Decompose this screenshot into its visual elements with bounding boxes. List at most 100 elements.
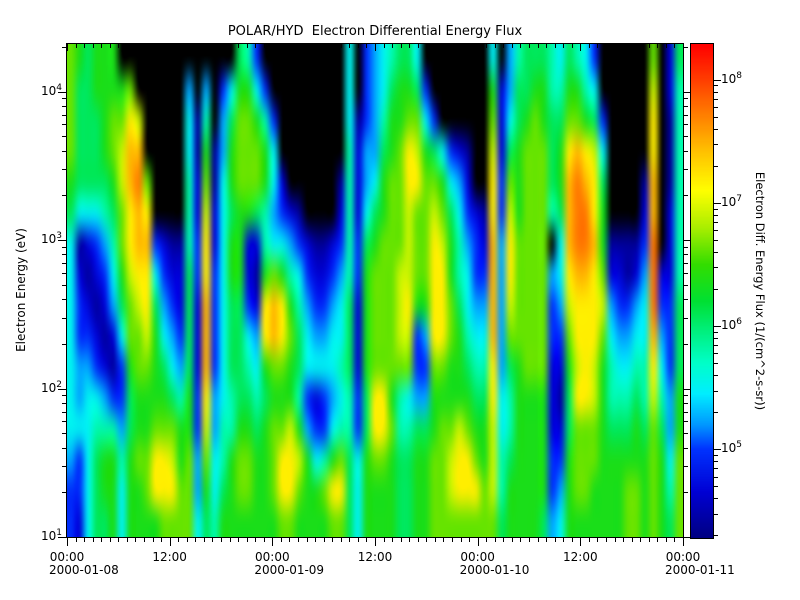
y-axis-tick <box>62 492 66 493</box>
y-axis-right-tick <box>684 247 688 248</box>
x-axis-tick <box>657 538 658 542</box>
x-axis-tick <box>375 538 376 546</box>
x-axis-top-tick <box>366 44 367 48</box>
y-axis-right-tick <box>684 151 688 152</box>
x-axis-top-tick <box>153 44 154 48</box>
colorbar-tick <box>714 267 718 268</box>
x-axis-tick <box>615 538 616 542</box>
y-axis-tick <box>62 299 66 300</box>
y-axis-right-tick <box>684 318 688 319</box>
x-axis-tick-label: 00:00 <box>460 550 495 564</box>
x-axis-top-tick <box>674 44 675 48</box>
x-axis-top-tick <box>418 44 419 48</box>
y-axis-right-tick <box>684 136 688 137</box>
x-axis-date-label: 2000-01-09 <box>254 563 325 577</box>
x-axis-top-tick <box>341 44 342 48</box>
plot-area <box>66 43 684 538</box>
x-axis-top-tick <box>272 44 273 51</box>
x-axis-top-tick <box>452 44 453 48</box>
colorbar-tick <box>714 107 718 108</box>
x-axis-top-tick <box>666 44 667 48</box>
x-axis-tick <box>589 538 590 542</box>
x-axis-top-tick <box>657 44 658 48</box>
y-axis-right-tick <box>684 47 688 48</box>
y-axis-tick <box>62 124 66 125</box>
y-axis-tick <box>62 151 66 152</box>
x-axis-tick <box>495 538 496 542</box>
colorbar-label: Electron Diff. Energy Flux (1/(cm^2-s-sr… <box>753 171 767 411</box>
x-axis-top-tick <box>221 44 222 48</box>
x-axis-top-tick <box>315 44 316 48</box>
y-axis-tick <box>58 240 66 241</box>
x-axis-top-tick <box>649 44 650 48</box>
x-axis-tick <box>546 538 547 542</box>
x-axis-top-tick <box>478 44 479 51</box>
y-axis-tick <box>62 448 66 449</box>
x-axis-top-tick <box>195 44 196 48</box>
x-axis-tick <box>272 538 273 546</box>
x-axis-tick-label: 00:00 <box>49 550 85 564</box>
x-axis-tick <box>195 538 196 542</box>
x-axis-top-tick <box>204 44 205 48</box>
y-axis-right-tick <box>684 344 688 345</box>
y-axis-tick <box>62 421 66 422</box>
y-axis-right-tick <box>684 124 688 125</box>
y-axis-right-tick <box>684 92 691 93</box>
y-axis-right-tick <box>684 263 688 264</box>
x-axis-date-label: 2000-01-10 <box>459 563 530 577</box>
y-axis-right-tick <box>684 466 688 467</box>
y-axis-right-tick <box>684 299 688 300</box>
y-axis-tick-label: 103 <box>40 231 62 246</box>
y-axis-tick-label: 104 <box>40 82 62 98</box>
x-axis-top-tick <box>289 44 290 48</box>
x-axis-tick <box>281 538 282 542</box>
colorbar-tick <box>714 391 718 392</box>
y-axis-right-tick <box>684 98 688 99</box>
x-axis-top-tick <box>135 44 136 48</box>
colorbar-tick <box>714 535 718 536</box>
colorbar-tick <box>714 461 718 462</box>
y-axis-tick <box>62 412 66 413</box>
x-axis-top-tick <box>332 44 333 48</box>
y-axis-right-tick <box>684 412 688 413</box>
colorbar-tick <box>714 230 718 231</box>
x-axis-top-tick <box>84 44 85 48</box>
colorbar-tick <box>714 144 718 145</box>
x-axis-tick <box>84 538 85 542</box>
y-axis-tick <box>58 92 66 93</box>
x-axis-top-tick <box>529 44 530 48</box>
x-axis-tick-label: 00:00 <box>255 550 290 564</box>
x-axis-top-tick <box>435 44 436 48</box>
y-axis-tick <box>62 466 66 467</box>
x-axis-tick <box>606 538 607 542</box>
colorbar-tick <box>714 289 718 290</box>
x-axis-top-tick <box>76 44 77 48</box>
x-axis-top-tick <box>520 44 521 48</box>
x-axis-top-tick <box>212 44 213 48</box>
spectrogram-canvas <box>67 44 683 537</box>
x-axis-tick <box>341 538 342 542</box>
x-axis-tick <box>332 538 333 542</box>
colorbar-tick <box>714 85 718 86</box>
x-axis-top-tick <box>623 44 624 48</box>
x-axis-tick-label: 00:00 <box>665 550 701 564</box>
x-axis-top-tick <box>93 44 94 48</box>
x-axis-tick <box>93 538 94 542</box>
y-axis-right-tick <box>684 273 688 274</box>
x-axis-tick <box>358 538 359 542</box>
x-axis-tick <box>649 538 650 542</box>
x-axis-date-label: 2000-01-08 <box>49 563 119 577</box>
x-axis-top-tick <box>443 44 444 48</box>
x-axis-top-tick <box>392 44 393 48</box>
x-axis-tick <box>366 538 367 542</box>
colorbar-tick <box>714 166 718 167</box>
colorbar-tick-label: 106 <box>721 317 743 333</box>
x-axis-top-tick <box>580 44 581 51</box>
y-axis-right-tick <box>684 195 688 196</box>
y-axis-right-tick <box>684 254 688 255</box>
x-axis-tick <box>538 538 539 542</box>
x-axis-tick <box>418 538 419 542</box>
y-axis-right-tick <box>684 389 691 390</box>
chart-title: POLAR/HYD Electron Differential Energy F… <box>227 24 523 39</box>
colorbar-tick <box>714 222 718 223</box>
